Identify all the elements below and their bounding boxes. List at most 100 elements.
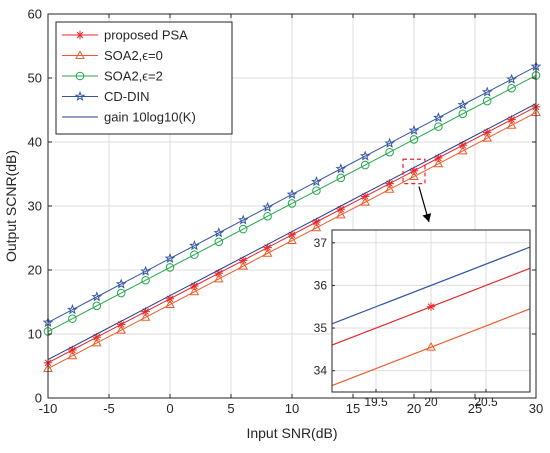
y-tick-label: 60 (28, 7, 42, 22)
marker-stroke (483, 129, 491, 136)
data-point (458, 109, 468, 119)
y-tick-label: 20 (28, 263, 42, 278)
data-point (506, 120, 517, 129)
marker-stroke (337, 205, 345, 213)
marker-stroke (459, 141, 467, 149)
inset-y-tick-label: 36 (314, 278, 328, 292)
data-point (287, 235, 297, 244)
y-axis-label: Output SCNR(dB) (3, 150, 19, 262)
inset-x-tick-label: 20 (424, 395, 438, 409)
marker-stroke (93, 333, 101, 341)
data-point (67, 350, 78, 360)
data-point (91, 291, 103, 302)
legend-label: gain 10log10(K) (104, 110, 196, 125)
y-tick-label: 50 (28, 71, 42, 86)
inset-series-0 (331, 246, 531, 325)
legend-label: proposed PSA (104, 28, 188, 43)
ticks: -10 -5 0 5 10 15 20 25 30 0 10 20 30 40 50 60 (28, 7, 544, 417)
data-point (68, 314, 77, 323)
data-point (238, 224, 248, 234)
data-point (140, 265, 151, 276)
series-1 (43, 107, 541, 372)
y-tick-label: 0 (35, 391, 42, 406)
legend-label: SOA2,ϵ=0 (104, 48, 163, 63)
data-point (311, 222, 322, 232)
inset-series-line (331, 308, 531, 387)
data-point (67, 304, 78, 315)
inset-series-3 (426, 302, 436, 311)
data-point (385, 147, 394, 157)
inset-data-point (426, 342, 436, 351)
data-point (457, 99, 469, 110)
data-point (165, 299, 175, 308)
x-tick-label: -5 (103, 401, 115, 416)
data-point (238, 260, 249, 270)
x-tick-label: 0 (166, 401, 173, 416)
series-line (47, 103, 537, 361)
inset-x-tick-label: 20.5 (474, 395, 498, 409)
data-point (433, 158, 444, 168)
marker-stroke (215, 269, 223, 277)
data-point (360, 160, 370, 170)
data-point (287, 199, 297, 208)
series-4 (47, 103, 537, 361)
marker-stroke (361, 193, 369, 200)
data-point (116, 288, 126, 298)
inset-x-tick-label: 19.5 (364, 395, 388, 409)
data-point (434, 122, 443, 131)
data-point (213, 227, 225, 238)
x-tick-label: 10 (285, 401, 299, 416)
data-point (141, 275, 150, 285)
data-point (482, 96, 492, 106)
data-point (214, 237, 224, 247)
marker-stroke (264, 244, 271, 251)
inset-data-point (426, 302, 436, 311)
marker-stroke (288, 231, 296, 239)
data-point (311, 176, 322, 187)
x-tick-label: 30 (529, 401, 543, 416)
legend-swatch-marker (74, 90, 86, 102)
data-point (408, 124, 420, 136)
legend-entry: SOA2,ϵ=2 (62, 69, 163, 84)
x-tick-label: -10 (39, 401, 58, 416)
marker-stroke (410, 167, 418, 175)
series-line (47, 74, 537, 332)
data-point (189, 240, 200, 251)
data-point (335, 209, 346, 219)
data-point (165, 263, 175, 272)
zoom-arrow-head (422, 213, 432, 222)
marker-stroke (239, 257, 247, 264)
x-tick-label: 15 (346, 401, 360, 416)
legend-label: CD-DIN (104, 89, 150, 104)
series-line (47, 66, 537, 323)
series-2 (43, 71, 541, 336)
legend-entry: proposed PSA (62, 28, 188, 43)
y-tick-label: 10 (28, 327, 42, 342)
legend-entry: SOA2,ϵ=0 (62, 48, 163, 63)
legend-label: SOA2,ϵ=2 (104, 69, 163, 84)
data-point (482, 132, 493, 142)
data-point (190, 250, 199, 259)
data-point (384, 137, 395, 148)
series-line (47, 112, 537, 370)
x-tick-label: 20 (407, 401, 421, 416)
marker-stroke (508, 116, 515, 123)
data-point (263, 211, 272, 221)
data-point (286, 188, 298, 200)
legend-entry: gain 10log10(K) (62, 110, 196, 125)
x-tick-label: 5 (227, 401, 234, 416)
x-axis-label: Input SNR(dB) (246, 425, 337, 441)
marker-stroke (435, 154, 442, 162)
y-tick-label: 40 (28, 135, 42, 150)
data-point (140, 312, 151, 321)
data-point (189, 286, 200, 296)
data-point (336, 173, 346, 183)
legend: proposed PSA SOA2,ϵ=0 SOA2,ϵ=2 CD-DIN gain 1… (55, 21, 233, 135)
legend-swatch-marker (75, 71, 85, 81)
marker-stroke (427, 303, 435, 311)
data-point (92, 301, 102, 311)
inset-zoom: 19.5 20 20.5 34 35 36 37 (314, 158, 531, 409)
data-point (409, 135, 419, 144)
marker-stroke (386, 180, 393, 187)
inset-y-tick-label: 35 (314, 321, 328, 335)
